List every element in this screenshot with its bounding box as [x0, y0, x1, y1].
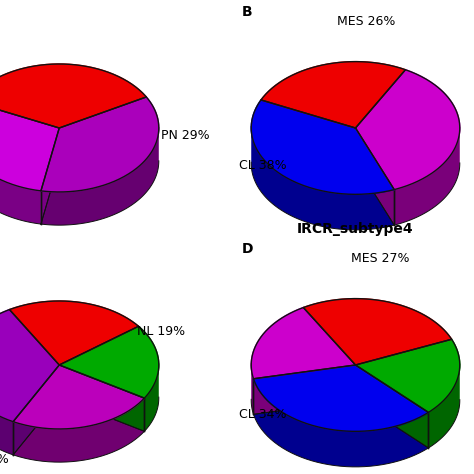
Polygon shape	[0, 310, 59, 422]
Polygon shape	[13, 365, 59, 455]
Polygon shape	[261, 62, 405, 128]
Polygon shape	[428, 364, 460, 448]
Polygon shape	[251, 127, 394, 230]
Polygon shape	[356, 365, 428, 448]
Polygon shape	[13, 398, 145, 462]
Title: IRCR_subtype4: IRCR_subtype4	[297, 222, 414, 236]
Polygon shape	[41, 128, 159, 225]
Polygon shape	[356, 365, 428, 448]
Text: 24%: 24%	[0, 453, 9, 466]
Polygon shape	[254, 365, 356, 414]
Text: CL 38%: CL 38%	[239, 159, 287, 173]
Polygon shape	[0, 101, 59, 191]
Polygon shape	[0, 64, 146, 128]
Text: PN 29%: PN 29%	[161, 128, 210, 142]
Polygon shape	[356, 339, 460, 412]
Polygon shape	[251, 100, 394, 194]
Polygon shape	[41, 97, 159, 192]
Polygon shape	[0, 128, 41, 224]
Text: CL 34%: CL 34%	[239, 408, 287, 421]
Text: D: D	[242, 242, 253, 256]
Polygon shape	[254, 365, 428, 431]
Text: NL 19%: NL 19%	[137, 325, 186, 338]
Polygon shape	[145, 364, 159, 431]
Polygon shape	[251, 308, 356, 379]
Polygon shape	[59, 365, 145, 431]
Polygon shape	[41, 128, 59, 224]
Polygon shape	[251, 364, 254, 414]
Polygon shape	[356, 128, 394, 225]
Polygon shape	[59, 326, 159, 398]
Polygon shape	[59, 365, 145, 431]
Polygon shape	[9, 301, 138, 365]
Text: MES 26%: MES 26%	[337, 15, 395, 28]
Polygon shape	[254, 365, 356, 414]
Polygon shape	[0, 364, 13, 455]
Text: B: B	[242, 5, 252, 19]
Polygon shape	[303, 299, 452, 365]
Polygon shape	[394, 128, 460, 225]
Polygon shape	[356, 70, 460, 190]
Polygon shape	[254, 379, 428, 467]
Polygon shape	[13, 365, 59, 455]
Polygon shape	[41, 128, 59, 224]
Polygon shape	[356, 128, 394, 225]
Polygon shape	[13, 365, 145, 429]
Text: MES 27%: MES 27%	[351, 252, 409, 265]
